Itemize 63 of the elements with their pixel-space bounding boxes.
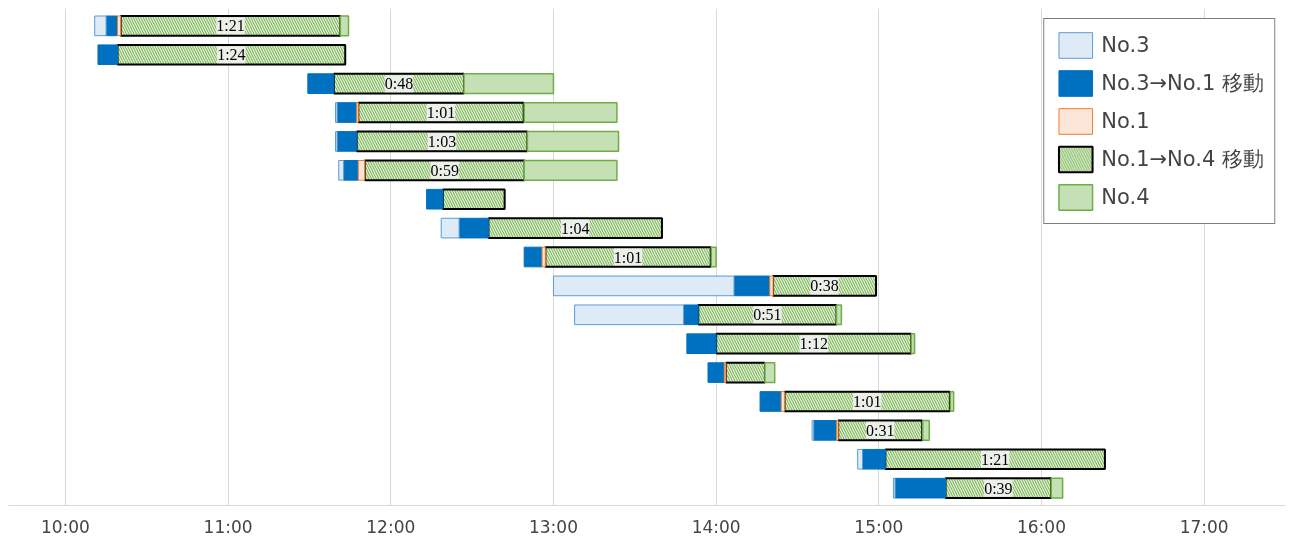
x-tick-label: 13:00 (528, 516, 578, 537)
legend-label: No.4 (1101, 185, 1150, 209)
bar (780, 391, 785, 412)
bar (710, 246, 717, 268)
data-label: 0:39 (984, 479, 1013, 497)
bar (769, 275, 774, 297)
bar (574, 304, 685, 326)
bar (523, 101, 618, 124)
data-label: 0:59 (430, 161, 459, 179)
bar (336, 131, 358, 152)
bar (552, 275, 735, 297)
legend-label: No.1 (1101, 109, 1150, 133)
x-tick-label: 10:00 (40, 516, 90, 537)
bar (921, 419, 930, 441)
data-label: 1:03 (427, 132, 457, 150)
x-tick-label: 16:00 (1016, 516, 1066, 537)
bar (463, 73, 555, 95)
data-label: 1:12 (799, 335, 828, 353)
data-label: 0:51 (753, 306, 782, 324)
bar (426, 188, 444, 210)
bar (458, 217, 489, 239)
bar (862, 448, 886, 470)
bar (343, 159, 359, 181)
bar (97, 44, 118, 66)
legend-label: No.3 (1101, 33, 1150, 57)
legend-label: No.1→No.4 移動 (1101, 146, 1264, 173)
x-tick-label: 11:00 (203, 516, 253, 537)
data-label: 1:01 (426, 104, 456, 122)
x-tick-label: 14:00 (691, 516, 741, 537)
bar (338, 159, 345, 181)
x-tick-label: 12:00 (366, 516, 416, 537)
bar (707, 362, 725, 383)
bar (307, 73, 335, 94)
bar (857, 448, 864, 470)
bar (894, 477, 947, 499)
data-label: 1:01 (613, 248, 643, 266)
bar (116, 15, 122, 37)
bar (440, 217, 460, 239)
x-tick-label: 15:00 (854, 516, 904, 537)
bar (94, 15, 107, 37)
data-label: 0:38 (810, 277, 839, 295)
data-label: 1:04 (560, 219, 590, 237)
data-label: 1:21 (216, 17, 245, 35)
bar (686, 333, 717, 355)
bar (526, 130, 620, 152)
bar (759, 391, 782, 412)
bar (541, 246, 546, 268)
bar (339, 15, 350, 37)
bar (523, 159, 618, 181)
x-tick-label: 17:00 (1179, 516, 1229, 537)
bar (1050, 477, 1064, 499)
bar (764, 362, 776, 384)
bar (813, 420, 838, 441)
bar (733, 275, 771, 297)
legend-label: No.3→No.1 移動 (1101, 70, 1264, 97)
data-label: 1:21 (980, 450, 1010, 468)
data-label: 0:48 (384, 75, 414, 93)
data-label: 0:31 (865, 421, 895, 439)
bar (357, 159, 366, 181)
data-label: 1:01 (852, 392, 882, 410)
bar (835, 304, 843, 326)
bar (683, 304, 699, 326)
data-label: 1:24 (217, 46, 246, 64)
